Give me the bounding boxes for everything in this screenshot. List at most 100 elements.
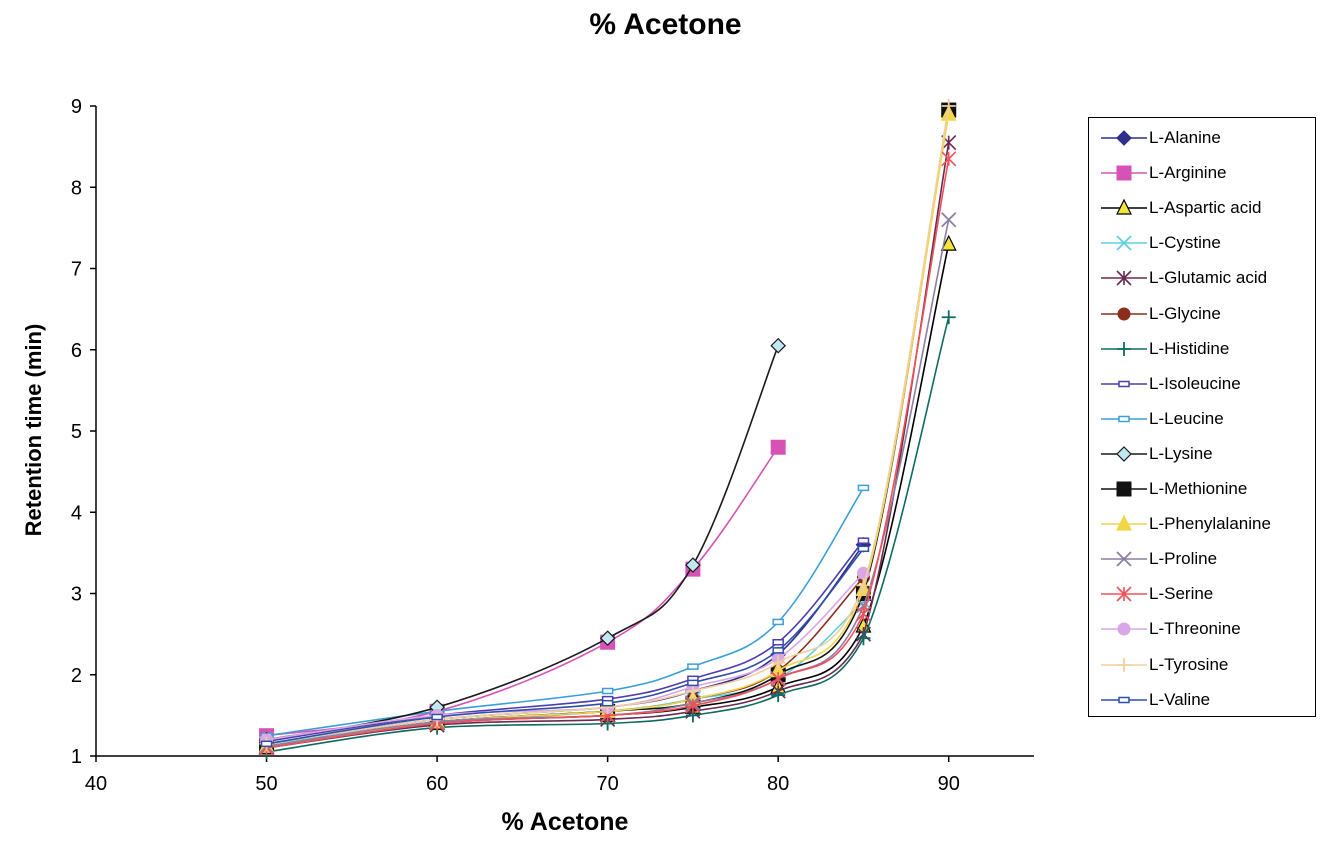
legend-marker: [1118, 696, 1130, 703]
series-layer: [258, 99, 957, 759]
legend-marker: [1117, 341, 1131, 356]
x-tick-label: 60: [426, 773, 448, 795]
data-point-l-histidine: [856, 631, 871, 646]
legend-label: L-Glutamic acid: [1149, 268, 1268, 288]
x-tick-label: 40: [85, 773, 107, 795]
y-tick-label: 4: [71, 502, 82, 524]
series-line-l-aspartic-acid: [266, 243, 950, 749]
legend-label: L-Glycine: [1149, 303, 1221, 323]
data-point-l-leucine: [687, 663, 699, 670]
data-point-l-serine: [855, 606, 872, 622]
legend-swatch-l-glycine: [1101, 307, 1147, 320]
data-point-l-lysine: [770, 337, 787, 354]
legend-label: L-Alanine: [1149, 128, 1221, 147]
legend-swatch-l-lysine: [1101, 446, 1147, 462]
legend-marker: [1117, 307, 1131, 320]
legend-swatch-l-isoleucine: [1101, 380, 1147, 387]
legend-item-l-phenylalanine: L-Phenylalanine: [1089, 509, 1315, 539]
legend-item-l-leucine: L-Leucine: [1089, 404, 1315, 434]
legend: L-Alanine L-Arginine L-Aspartic acid L-Cyst…: [1088, 117, 1316, 717]
legend-marker: [1118, 380, 1130, 387]
data-point-l-aspartic-acid: [940, 234, 957, 251]
legend-label: L-Tyrosine: [1149, 654, 1229, 674]
data-point-l-valine: [857, 545, 870, 553]
x-tick-label: 50: [255, 773, 277, 795]
series-line-l-isoleucine: [266, 540, 865, 743]
legend-marker: [1116, 235, 1132, 251]
data-point-l-serine: [941, 151, 957, 167]
legend-swatch-l-leucine: [1101, 415, 1147, 423]
legend-item-l-alanine: L-Alanine: [1089, 123, 1315, 153]
series-line-l-valine: [266, 548, 865, 745]
y-tick-label: 8: [71, 177, 82, 199]
data-point-l-serine: [770, 671, 786, 687]
data-point-l-tyrosine: [856, 578, 871, 593]
legend-label: L-Histidine: [1149, 338, 1230, 358]
legend-item-l-proline: L-Proline: [1089, 544, 1315, 574]
legend-marker: [1116, 481, 1132, 497]
legend-item-l-arginine: L-Arginine: [1089, 158, 1315, 188]
legend-swatch-l-alanine: [1101, 130, 1147, 146]
legend-label: L-Lysine: [1149, 443, 1213, 463]
legend-swatch-l-proline: [1101, 551, 1147, 567]
legend-label: L-Methionine: [1149, 479, 1248, 498]
legend-label: L-Threonine: [1149, 619, 1241, 639]
series-line-l-proline: [266, 219, 950, 748]
legend-label: L-Aspartic acid: [1149, 198, 1262, 218]
y-tick-label: 9: [71, 96, 82, 118]
y-tick-label: 7: [71, 259, 82, 281]
legend-marker: [1116, 130, 1132, 146]
y-tick-label: 1: [71, 746, 82, 768]
legend-swatch-l-glutamic-acid: [1101, 270, 1147, 286]
legend-label: L-Isoleucine: [1149, 373, 1241, 393]
legend-label: L-Valine: [1149, 689, 1211, 709]
data-point-l-tyrosine: [941, 99, 956, 113]
legend-label: L-Phenylalanine: [1149, 514, 1271, 534]
legend-swatch-l-serine: [1101, 586, 1147, 602]
legend-item-l-methionine: L-Methionine: [1089, 474, 1315, 504]
x-tick-label: 70: [597, 773, 619, 795]
series-line-l-glutamic-acid: [266, 142, 950, 749]
legend-marker: [1116, 446, 1132, 462]
legend-label: L-Serine: [1149, 584, 1214, 604]
data-point-l-proline: [941, 212, 957, 228]
x-tick-label: 80: [767, 773, 789, 795]
series-line-l-histidine: [266, 316, 950, 753]
data-point-l-lysine: [599, 630, 616, 647]
data-point-l-tyrosine: [685, 684, 700, 698]
data-point-l-isoleucine: [772, 639, 784, 646]
legend-marker: [1116, 198, 1132, 215]
legend-item-l-glycine: L-Glycine: [1089, 299, 1315, 329]
y-tick-label: 5: [71, 421, 82, 443]
legend-item-l-serine: L-Serine: [1089, 579, 1315, 609]
series-l-methionine: [259, 102, 957, 754]
legend-label: L-Arginine: [1149, 163, 1227, 183]
legend-swatch-l-phenylalanine: [1101, 514, 1147, 531]
legend-marker: [1118, 415, 1130, 423]
legend-item-l-tyrosine: L-Tyrosine: [1089, 650, 1315, 680]
legend-marker: [1117, 622, 1131, 636]
series-l-proline: [258, 212, 957, 754]
axes: 1 2 3 4 5 6 7 8 9 40 50 60 70 80 90: [71, 96, 1034, 795]
data-point-l-tyrosine: [771, 655, 786, 670]
legend-swatch-l-histidine: [1101, 341, 1147, 356]
legend-item-l-isoleucine: L-Isoleucine: [1089, 369, 1315, 399]
series-l-glutamic-acid: [258, 134, 957, 756]
series-line-l-phenylalanine: [266, 113, 950, 748]
data-point-l-valine: [260, 740, 273, 748]
legend-marker: [1116, 551, 1132, 567]
legend-swatch-l-arginine: [1101, 165, 1147, 181]
data-point-l-valine: [772, 647, 784, 654]
data-point-l-phenylalanine: [940, 104, 957, 121]
legend-swatch-l-valine: [1101, 696, 1147, 703]
legend-item-l-cystine: L-Cystine: [1089, 228, 1315, 258]
legend-label: L-Leucine: [1149, 408, 1224, 428]
data-point-l-isoleucine: [857, 537, 870, 544]
series-l-aspartic-acid: [258, 234, 957, 755]
series-l-phenylalanine: [258, 104, 957, 753]
legend-item-l-valine: L-Valine: [1089, 685, 1315, 715]
y-tick-label: 2: [71, 665, 82, 687]
legend-item-l-lysine: L-Lysine: [1089, 439, 1315, 469]
chart-title: % Acetone: [589, 8, 742, 41]
legend-item-l-aspartic-acid: L-Aspartic acid: [1089, 193, 1315, 223]
